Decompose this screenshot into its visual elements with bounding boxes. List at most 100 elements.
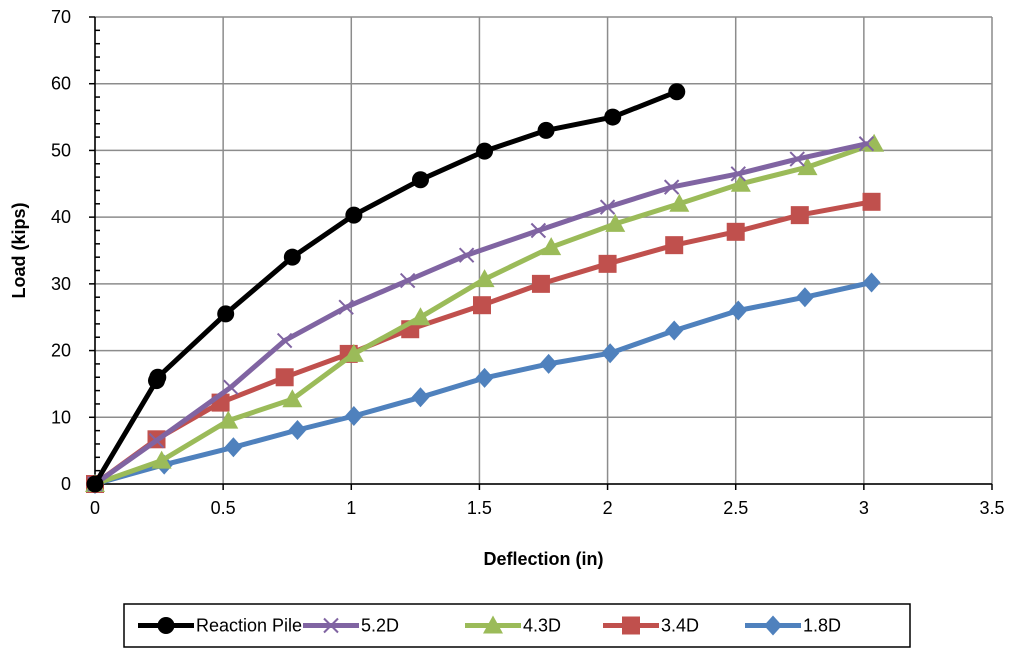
- legend-marker: [323, 617, 339, 634]
- data-point: [344, 405, 363, 426]
- data-point: [343, 343, 364, 362]
- series-layer: [85, 83, 885, 494]
- legend-entry: 5.2D: [303, 616, 399, 636]
- data-point: [288, 419, 307, 440]
- y-tick-label: 70: [51, 7, 71, 27]
- x-axis-title: Deflection (in): [484, 549, 604, 569]
- data-point: [345, 206, 363, 224]
- data-point: [730, 173, 751, 192]
- legend-entry: 1.8D: [745, 615, 841, 636]
- legend-marker: [622, 616, 640, 635]
- x-tick-label: 2: [603, 498, 613, 518]
- x-tick-label: 0.5: [211, 498, 236, 518]
- legend: Reaction Pile 5.2D 4.3D 3.4D 1.8D: [123, 603, 911, 648]
- data-point: [151, 450, 172, 469]
- data-point: [474, 269, 495, 288]
- data-point: [541, 237, 562, 256]
- data-point: [476, 142, 494, 160]
- data-point: [790, 206, 809, 225]
- x-marker-stroke: [148, 432, 165, 449]
- data-point: [537, 121, 555, 139]
- data-point: [217, 305, 235, 323]
- data-point: [604, 108, 622, 126]
- data-point: [730, 166, 746, 182]
- data-point: [411, 387, 430, 408]
- y-tick-label: 40: [51, 207, 71, 227]
- data-point: [862, 192, 881, 211]
- data-point: [276, 332, 293, 349]
- data-point: [665, 320, 684, 341]
- y-tick-label: 50: [51, 140, 71, 160]
- y-tick-label: 20: [51, 341, 71, 361]
- data-point: [218, 410, 239, 429]
- data-point: [668, 83, 686, 101]
- y-tick-label: 60: [51, 74, 71, 94]
- x-marker-stroke: [858, 136, 875, 152]
- data-point: [149, 368, 167, 386]
- x-tick-label: 1.5: [467, 498, 492, 518]
- series-4-3d: [85, 133, 885, 492]
- data-point: [665, 236, 684, 255]
- legend-marker: [483, 615, 503, 634]
- legend-label: 5.2D: [361, 616, 399, 636]
- x-marker-stroke: [338, 299, 354, 315]
- data-point: [472, 296, 491, 315]
- legend-label: 1.8D: [803, 616, 841, 636]
- x-marker-stroke: [399, 272, 416, 289]
- data-point: [475, 367, 494, 388]
- data-point: [338, 299, 354, 315]
- data-point: [663, 179, 680, 195]
- x-marker-stroke: [730, 166, 746, 182]
- data-point: [789, 151, 805, 167]
- legend-label: 4.3D: [523, 616, 561, 636]
- data-point: [726, 222, 745, 241]
- data-point: [862, 272, 881, 293]
- data-point: [599, 199, 616, 215]
- x-marker-stroke: [530, 222, 547, 239]
- x-marker-stroke: [789, 151, 805, 167]
- legend-entry: 3.4D: [603, 616, 699, 636]
- y-tick-label: 30: [51, 274, 71, 294]
- x-tick-label: 2.5: [723, 498, 748, 518]
- data-point: [411, 171, 429, 189]
- data-point: [669, 193, 690, 212]
- data-point: [86, 475, 104, 493]
- x-tick-label: 1: [346, 498, 356, 518]
- series-5-2d: [87, 136, 875, 492]
- data-point: [148, 432, 165, 449]
- legend-marker: [764, 615, 782, 636]
- data-point: [797, 157, 818, 176]
- x-marker-stroke: [663, 179, 680, 195]
- y-tick-label: 10: [51, 407, 71, 427]
- data-point: [275, 368, 294, 387]
- data-point: [458, 247, 475, 263]
- x-tick-label: 0: [90, 498, 100, 518]
- data-point: [399, 272, 416, 289]
- data-point: [598, 254, 617, 273]
- legend-label: Reaction Pile: [196, 616, 302, 636]
- data-point: [605, 213, 626, 232]
- data-point: [530, 222, 547, 239]
- data-point: [282, 389, 303, 408]
- x-marker-stroke: [323, 617, 339, 634]
- legend-entry: Reaction Pile: [138, 616, 302, 636]
- data-point: [729, 300, 748, 321]
- x-tick-label: 3.5: [979, 498, 1004, 518]
- data-point: [601, 343, 620, 364]
- series-reaction-pile: [86, 83, 686, 493]
- legend-label: 3.4D: [661, 616, 699, 636]
- x-marker-stroke: [458, 247, 475, 263]
- y-tick-label: 0: [61, 474, 71, 494]
- x-marker-stroke: [223, 379, 239, 395]
- y-axis-title: Load (kips): [9, 202, 29, 298]
- data-point: [410, 307, 431, 326]
- data-point: [224, 437, 243, 458]
- series-line: [92, 199, 874, 487]
- data-point: [795, 287, 814, 308]
- x-marker-stroke: [276, 332, 293, 349]
- legend-entry: 4.3D: [465, 615, 561, 636]
- data-point: [223, 379, 239, 395]
- x-marker-stroke: [599, 199, 616, 215]
